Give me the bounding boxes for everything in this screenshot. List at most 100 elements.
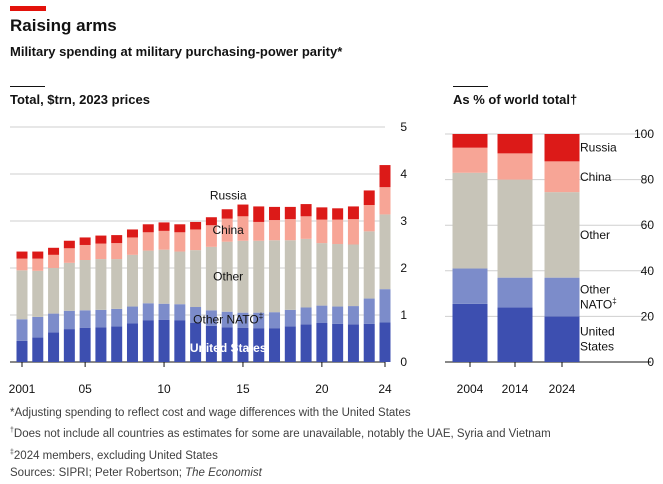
y-tick-label: 3 xyxy=(400,214,407,228)
bar-segment xyxy=(544,277,580,317)
bar-segment xyxy=(95,309,107,328)
legend-label: China xyxy=(580,170,612,184)
bar-segment xyxy=(142,224,154,233)
bar-segment xyxy=(284,309,296,327)
bar-segment xyxy=(126,306,138,324)
bar-segment xyxy=(379,187,391,215)
bar-segment xyxy=(158,303,170,320)
bar-segment xyxy=(237,327,249,362)
bar-segment xyxy=(142,232,154,251)
bar-segment xyxy=(452,268,488,304)
bar-segment xyxy=(316,243,328,306)
bar-segment xyxy=(79,237,91,245)
bar-segment xyxy=(316,322,328,362)
bar-segment xyxy=(111,259,123,309)
bar-segment xyxy=(332,306,344,324)
bar-segment xyxy=(16,319,28,341)
bar-segment xyxy=(544,192,580,278)
legend-label: Other xyxy=(580,228,610,242)
bar-segment xyxy=(111,243,123,260)
bar-segment xyxy=(221,209,233,219)
bar-segment xyxy=(269,328,281,362)
x-tick-label: 20 xyxy=(315,382,329,396)
bar-segment xyxy=(300,216,312,239)
bar-segment xyxy=(237,216,249,241)
bar-segment xyxy=(95,259,107,310)
bar-segment xyxy=(363,298,375,324)
bar-segment xyxy=(95,243,107,260)
legend-label: States xyxy=(580,340,614,354)
x-tick-label: 10 xyxy=(157,382,171,396)
bar-segment xyxy=(237,204,249,217)
y-tick-label: 100 xyxy=(634,127,654,141)
bar-segment xyxy=(174,232,186,252)
bar-segment xyxy=(347,324,359,362)
bar-segment xyxy=(332,208,344,220)
series-label: United States xyxy=(190,341,267,355)
bar-segment xyxy=(300,307,312,325)
bar-segment xyxy=(174,224,186,233)
bar-segment xyxy=(544,161,580,193)
bar-segment xyxy=(347,219,359,245)
bar-segment xyxy=(158,319,170,362)
bar-segment xyxy=(300,238,312,308)
y-tick-label: 5 xyxy=(400,120,407,134)
series-label: Russia xyxy=(210,188,247,202)
bar-segment xyxy=(174,320,186,362)
bar-segment xyxy=(300,324,312,362)
bar-segment xyxy=(269,220,281,241)
chart-title: Raising arms xyxy=(10,16,117,35)
bar-segment xyxy=(452,147,488,173)
bar-segment xyxy=(126,229,138,238)
x-tick-label: 15 xyxy=(236,382,250,396)
series-label: China xyxy=(212,223,244,237)
right-panel-title: As % of world total† xyxy=(453,92,578,107)
bar-segment xyxy=(363,323,375,362)
bar-segment xyxy=(79,310,91,328)
bar-segment xyxy=(190,322,202,362)
bar-segment xyxy=(63,240,75,249)
bar-segment xyxy=(205,246,217,311)
bar-segment xyxy=(544,316,580,362)
sources: Sources: SIPRI; Peter Robertson; The Eco… xyxy=(10,466,262,479)
bar-segment xyxy=(63,262,75,311)
bar-segment xyxy=(32,270,44,317)
bar-segment xyxy=(174,304,186,321)
bar-segment xyxy=(379,289,391,323)
x-tick-label: 2014 xyxy=(502,382,529,396)
bar-segment xyxy=(190,221,202,230)
bar-segment xyxy=(284,326,296,362)
bar-segment xyxy=(95,235,107,244)
bar-segment xyxy=(221,311,233,328)
bar-segment xyxy=(79,244,91,261)
bar-segment xyxy=(111,235,123,244)
x-tick-label: 24 xyxy=(378,382,392,396)
bar-segment xyxy=(205,325,217,362)
legend-label: Other xyxy=(580,283,610,297)
bar-segment xyxy=(190,229,202,251)
y-tick-label: 0 xyxy=(400,355,407,369)
bar-segment xyxy=(16,270,28,320)
series-label: Other NATO‡ xyxy=(193,311,263,326)
bar-segment xyxy=(158,249,170,304)
bar-segment xyxy=(111,308,123,327)
bar-segment xyxy=(32,251,44,259)
bar-segment xyxy=(284,240,296,310)
x-tick-label: 2001 xyxy=(9,382,36,396)
bar-segment xyxy=(363,205,375,232)
chart-subtitle: Military spending at military purchasing… xyxy=(10,44,343,59)
bar-segment xyxy=(332,323,344,362)
bar-segment xyxy=(379,322,391,362)
bar-segment xyxy=(221,218,233,242)
bar-segment xyxy=(253,312,265,329)
bar-segment xyxy=(95,327,107,362)
bar-segment xyxy=(48,254,60,268)
y-tick-label: 20 xyxy=(641,309,655,323)
bar-segment xyxy=(253,206,265,222)
bar-segment xyxy=(158,222,170,231)
bar-segment xyxy=(63,329,75,362)
bar-segment xyxy=(190,307,202,323)
bar-segment xyxy=(32,258,44,271)
bar-segment xyxy=(379,165,391,188)
left-panel-title: Total, $trn, 2023 prices xyxy=(10,92,150,107)
